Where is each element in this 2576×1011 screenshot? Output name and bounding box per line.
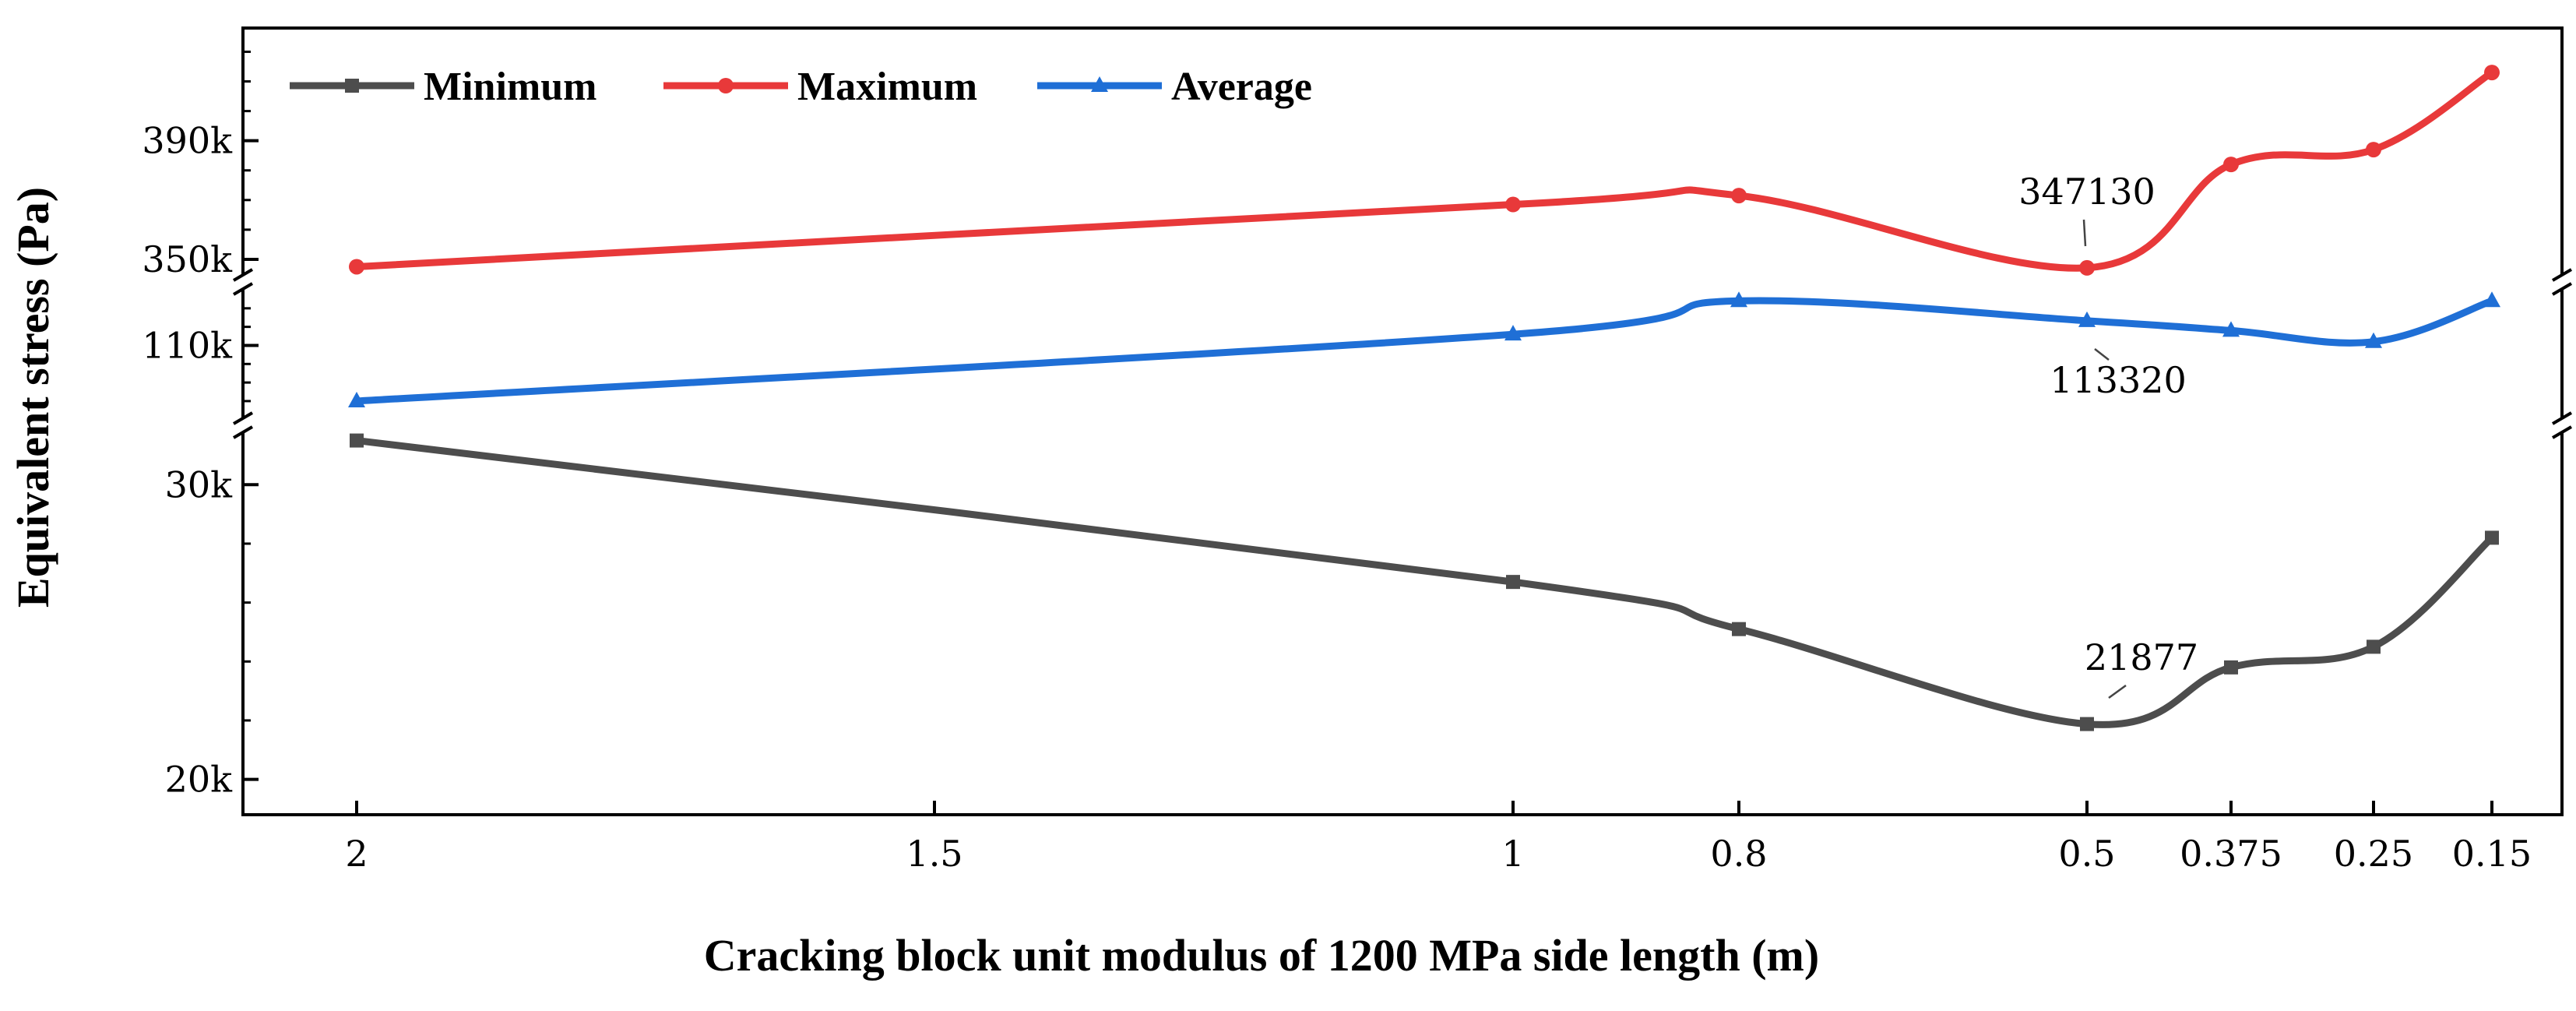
x-tick-label: 0.8 [1710,833,1767,875]
annotation-maximum: 347130 [2018,171,2155,213]
legend-item-maximum: Maximum [663,65,977,109]
ticks-layer: 2 1.5 1 0.8 0.5 0.375 0.25 0.15 20k 30k 110k 350k 39… [142,50,2532,875]
legend-label-average: Average [1171,65,1312,109]
legend-item-minimum: Minimum [290,65,596,109]
marker-average [1730,291,1747,308]
annotation-layer: 347130 113320 21877 [2018,171,2198,699]
y-tick-label: 30k [165,463,234,506]
x-tick-label: 0.5 [2058,833,2115,875]
legend-item-average: Average [1037,65,1312,109]
axis-break-mark [2551,282,2573,296]
marker-maximum [1731,188,1747,204]
axis-break-mark [232,425,254,439]
marker-minimum [1732,622,1746,636]
legend-marker-maximum [718,78,734,93]
series-line-maximum [353,69,2496,272]
annotation-leader-maximum [2082,219,2087,247]
legend-label-minimum: Minimum [424,65,596,109]
marker-minimum [2367,639,2381,654]
series-line-minimum [353,437,2496,728]
series-average [348,291,2500,407]
y-tick-label: 390k [142,120,233,162]
marker-minimum [1506,575,1520,590]
legend-marker-average [1091,76,1108,92]
marker-average [1504,325,1522,341]
y-tick-label: 20k [165,759,234,801]
axis-break-mark [2551,425,2573,439]
x-tick-label: 1.5 [906,833,962,875]
x-axis-title: Cracking block unit modulus of 1200 MPa … [704,930,1819,981]
series-maximum [349,65,2500,276]
marker-average [2222,321,2240,337]
marker-average [2078,311,2096,327]
marker-maximum [2484,65,2500,81]
legend-marker-minimum [345,79,359,93]
axis-break-layer [232,268,2573,439]
marker-minimum [350,433,364,448]
x-tick-label: 0.375 [2180,833,2282,875]
marker-minimum [2080,717,2094,731]
series-line-average [353,297,2496,405]
legend-label-maximum: Maximum [797,65,977,109]
marker-maximum [349,259,364,275]
axis-break-mark [232,268,254,282]
marker-maximum [2223,157,2239,173]
annotation-minimum: 21877 [2085,636,2198,678]
y-tick-label: 110k [142,324,233,366]
series-minimum [350,433,2499,731]
marker-average [348,391,365,407]
axis-break-mark [2551,411,2573,425]
marker-minimum [2224,660,2238,675]
x-tick-label: 0.15 [2452,833,2532,875]
x-tick-label: 1 [1501,833,1524,875]
annotation-average: 113320 [2050,359,2187,401]
axis-break-mark [232,411,254,425]
marker-maximum [2366,142,2381,158]
y-tick-label: 350k [142,238,233,280]
marker-maximum [1505,196,1521,213]
x-tick-label: 2 [345,833,368,875]
axis-break-mark [232,282,254,296]
x-tick-label: 0.25 [2334,833,2413,875]
axis-break-mark [2551,268,2573,282]
annotation-leader-average [2094,348,2110,361]
series-layer [348,65,2500,731]
plot-border [241,26,2564,816]
marker-average [2483,291,2500,308]
marker-minimum [2485,530,2499,545]
annotation-leader-minimum [2108,684,2127,699]
legend: Minimum Maximum Average [290,65,1312,109]
marker-maximum [2079,259,2095,276]
marker-average [2365,332,2382,348]
plot-frame [241,26,2564,816]
y-axis-title: Equivalent stress (Pa) [8,187,58,608]
